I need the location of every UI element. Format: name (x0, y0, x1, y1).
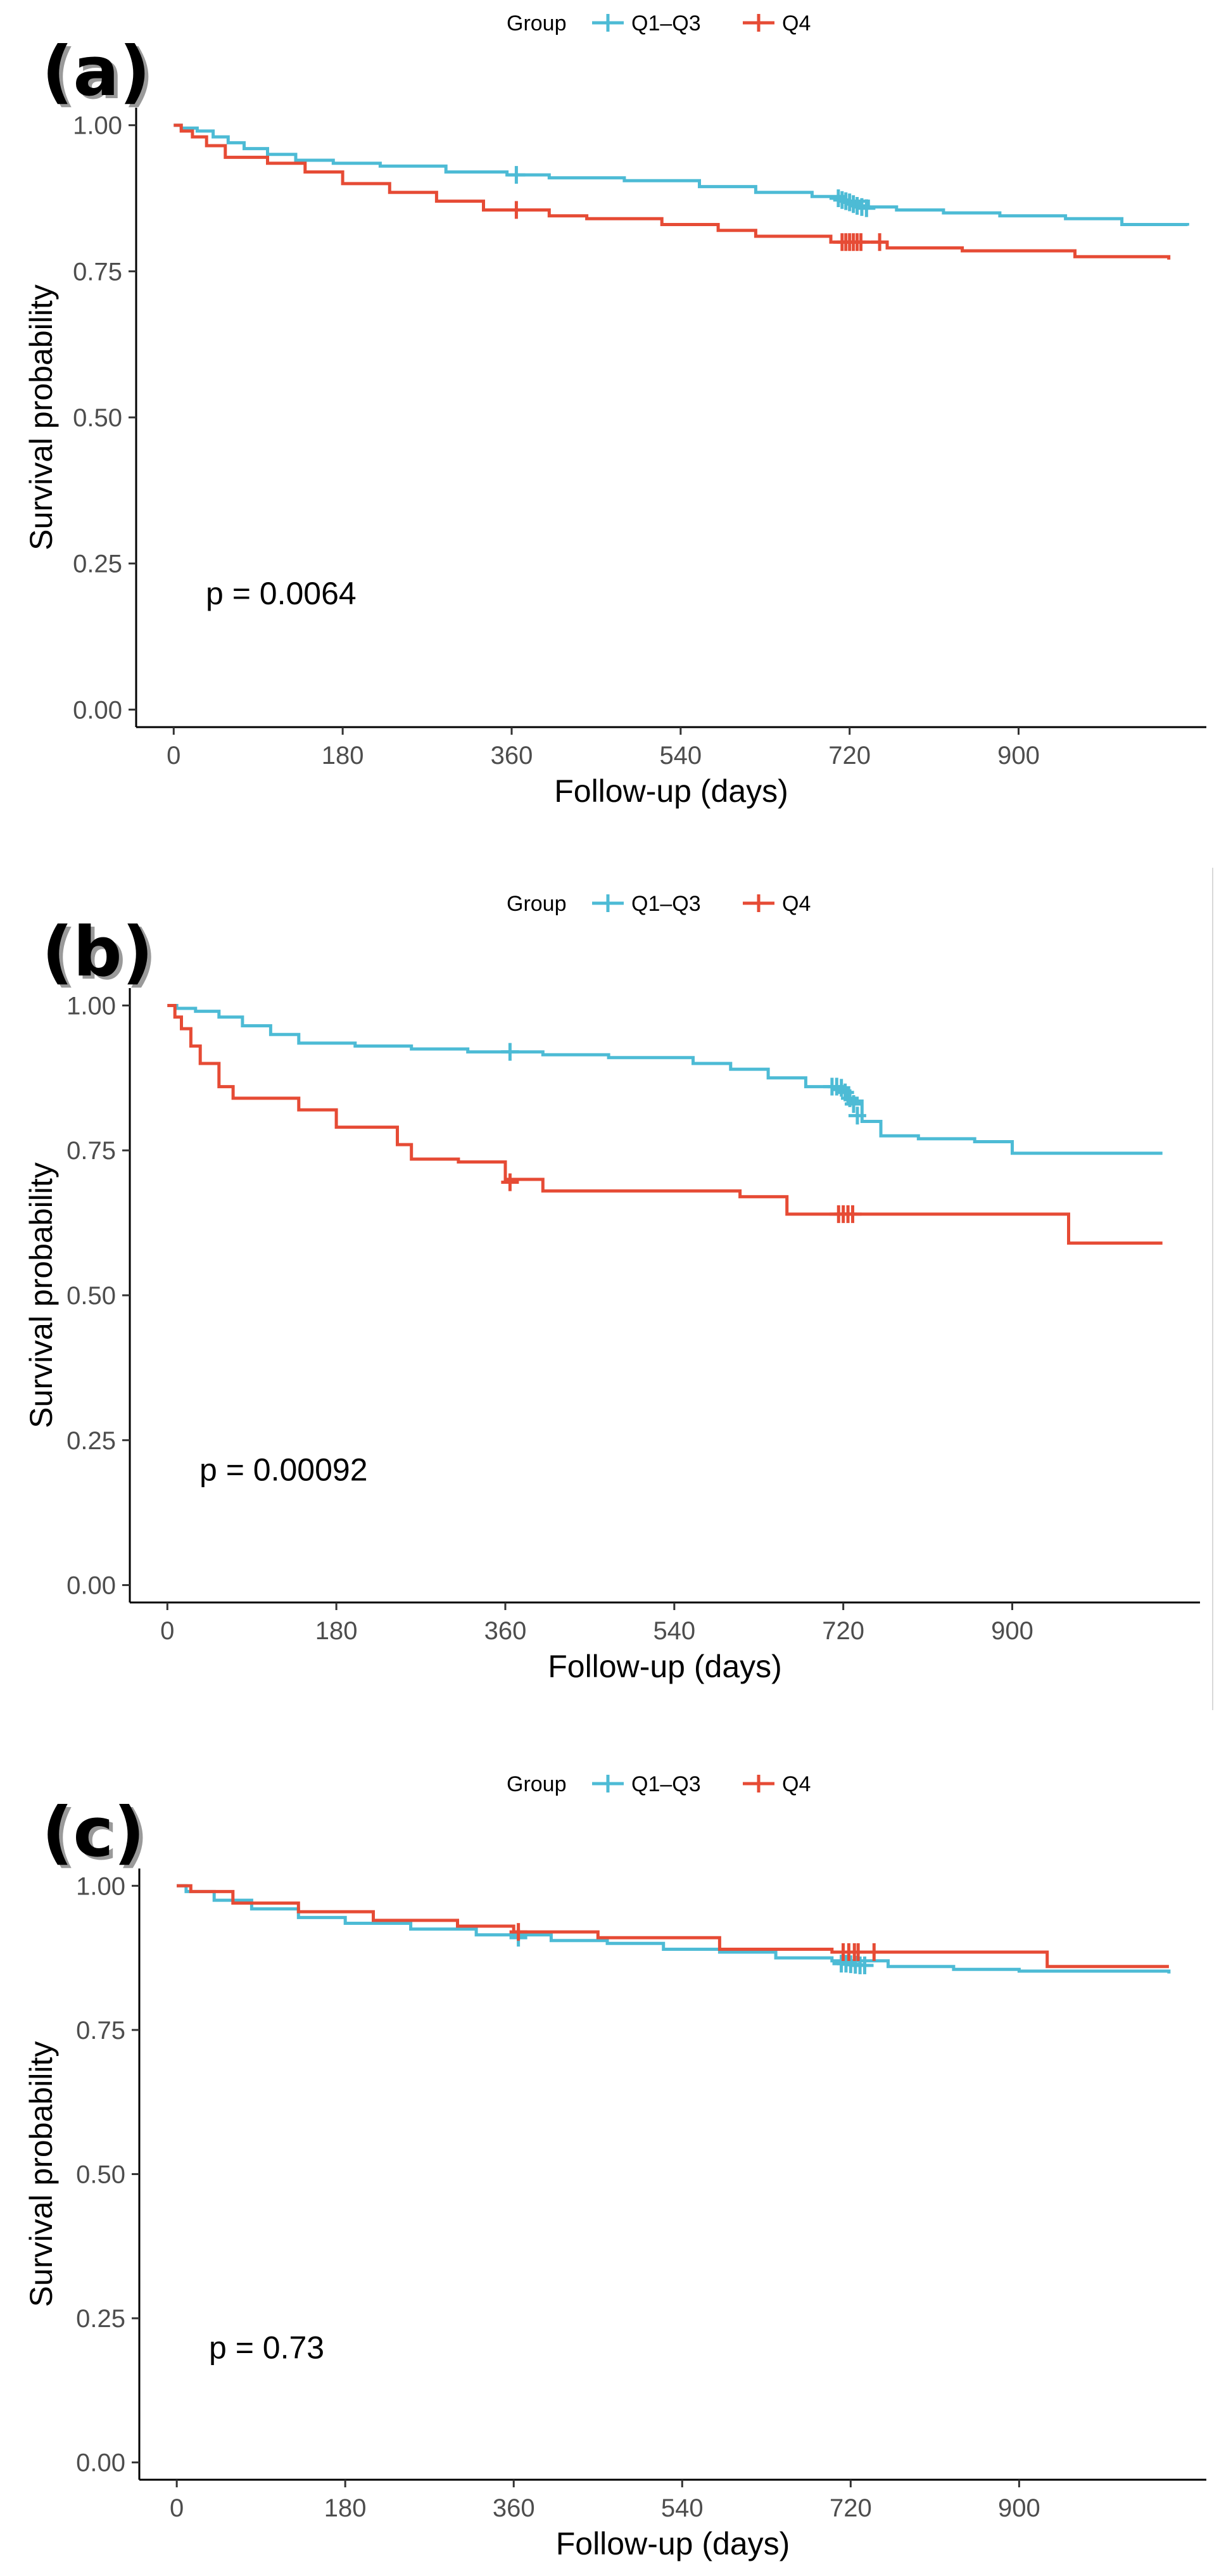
y-tick-label: 0.50 (73, 404, 122, 432)
legend-label: Q1–Q3 (631, 11, 701, 35)
y-tick-label: 0.00 (76, 2449, 125, 2477)
y-tick-label: 1.00 (66, 992, 116, 1020)
x-tick-label: 900 (997, 742, 1040, 770)
y-tick-label: 0.25 (76, 2305, 125, 2333)
x-tick-label: 720 (830, 2494, 872, 2522)
p-value-annotation: p = 0.73 (209, 2330, 324, 2366)
x-tick-label: 900 (991, 1617, 1033, 1645)
x-tick-label: 360 (493, 2494, 535, 2522)
legend-label: Q4 (782, 11, 811, 35)
x-tick-label: 0 (170, 2494, 184, 2522)
legend-label: Q4 (782, 892, 811, 916)
panel-label-shadow: (b) (46, 916, 157, 995)
panel-label: (b) (42, 913, 153, 992)
chart-panel-c: (c)(c) Group Q1–Q3 Q4 0.00 0.25 0.50 0.75 1.00 0 1… (23, 1772, 1206, 2561)
y-tick-label: 0.75 (76, 2017, 125, 2045)
y-axis-title: Survival probability (23, 284, 59, 550)
y-axis-title: Survival probability (23, 2041, 59, 2307)
x-tick-label: 180 (315, 1617, 358, 1645)
survival-curve (174, 124, 1171, 260)
x-axis-title: Follow-up (days) (556, 2526, 790, 2561)
x-tick-label: 540 (659, 742, 702, 770)
y-tick-label: 0.00 (73, 696, 122, 724)
y-tick-label: 1.00 (76, 1872, 125, 1900)
x-tick-label: 900 (998, 2494, 1040, 2522)
y-tick-label: 0.25 (66, 1427, 116, 1455)
legend-title: Group (507, 11, 567, 35)
x-tick-label: 180 (324, 2494, 367, 2522)
p-value-annotation: p = 0.00092 (199, 1452, 368, 1488)
x-tick-label: 180 (322, 742, 364, 770)
legend-title: Group (507, 892, 567, 916)
survival-curve (177, 1884, 1169, 1969)
y-tick-label: 0.75 (66, 1137, 116, 1165)
panel-label: (a) (42, 32, 151, 111)
y-tick-label: 0.75 (73, 258, 122, 286)
y-tick-label: 0.00 (66, 1572, 116, 1600)
y-tick-label: 1.00 (73, 112, 122, 140)
survival-curve (167, 1004, 1163, 1155)
legend-label: Q4 (782, 1772, 811, 1796)
x-tick-label: 0 (160, 1617, 174, 1645)
panel-label-shadow: (a) (46, 35, 155, 115)
y-axis-title: Survival probability (23, 1162, 59, 1428)
survival-curve (174, 124, 1189, 226)
p-value-annotation: p = 0.0064 (206, 576, 357, 611)
legend-label: Q1–Q3 (631, 892, 701, 916)
chart-panel-b: (b)(b) Group Q1–Q3 Q4 0.00 0.25 0.50 0.75 1.00 0 1… (23, 892, 1200, 1684)
legend-title: Group (507, 1772, 567, 1796)
y-tick-label: 0.50 (76, 2161, 125, 2189)
x-tick-label: 720 (828, 742, 871, 770)
survival-curve (167, 1004, 1163, 1245)
chart-panel-a: (a)(a) Group Q1–Q3 Q4 0.00 0.25 0.50 0.75 1.00 0 1… (23, 11, 1206, 809)
x-tick-label: 540 (661, 2494, 704, 2522)
survival-curve (177, 1884, 1171, 1974)
x-tick-label: 360 (484, 1617, 527, 1645)
x-tick-label: 0 (167, 742, 180, 770)
x-axis-title: Follow-up (days) (554, 773, 788, 809)
panel-label-shadow: (c) (46, 1796, 149, 1875)
y-tick-label: 0.25 (73, 550, 122, 578)
x-tick-label: 720 (822, 1617, 864, 1645)
legend-label: Q1–Q3 (631, 1772, 701, 1796)
x-tick-label: 360 (491, 742, 533, 770)
x-axis-title: Follow-up (days) (548, 1649, 782, 1684)
panel-label: (c) (42, 1793, 145, 1872)
y-tick-label: 0.50 (66, 1282, 116, 1310)
x-tick-label: 540 (653, 1617, 695, 1645)
